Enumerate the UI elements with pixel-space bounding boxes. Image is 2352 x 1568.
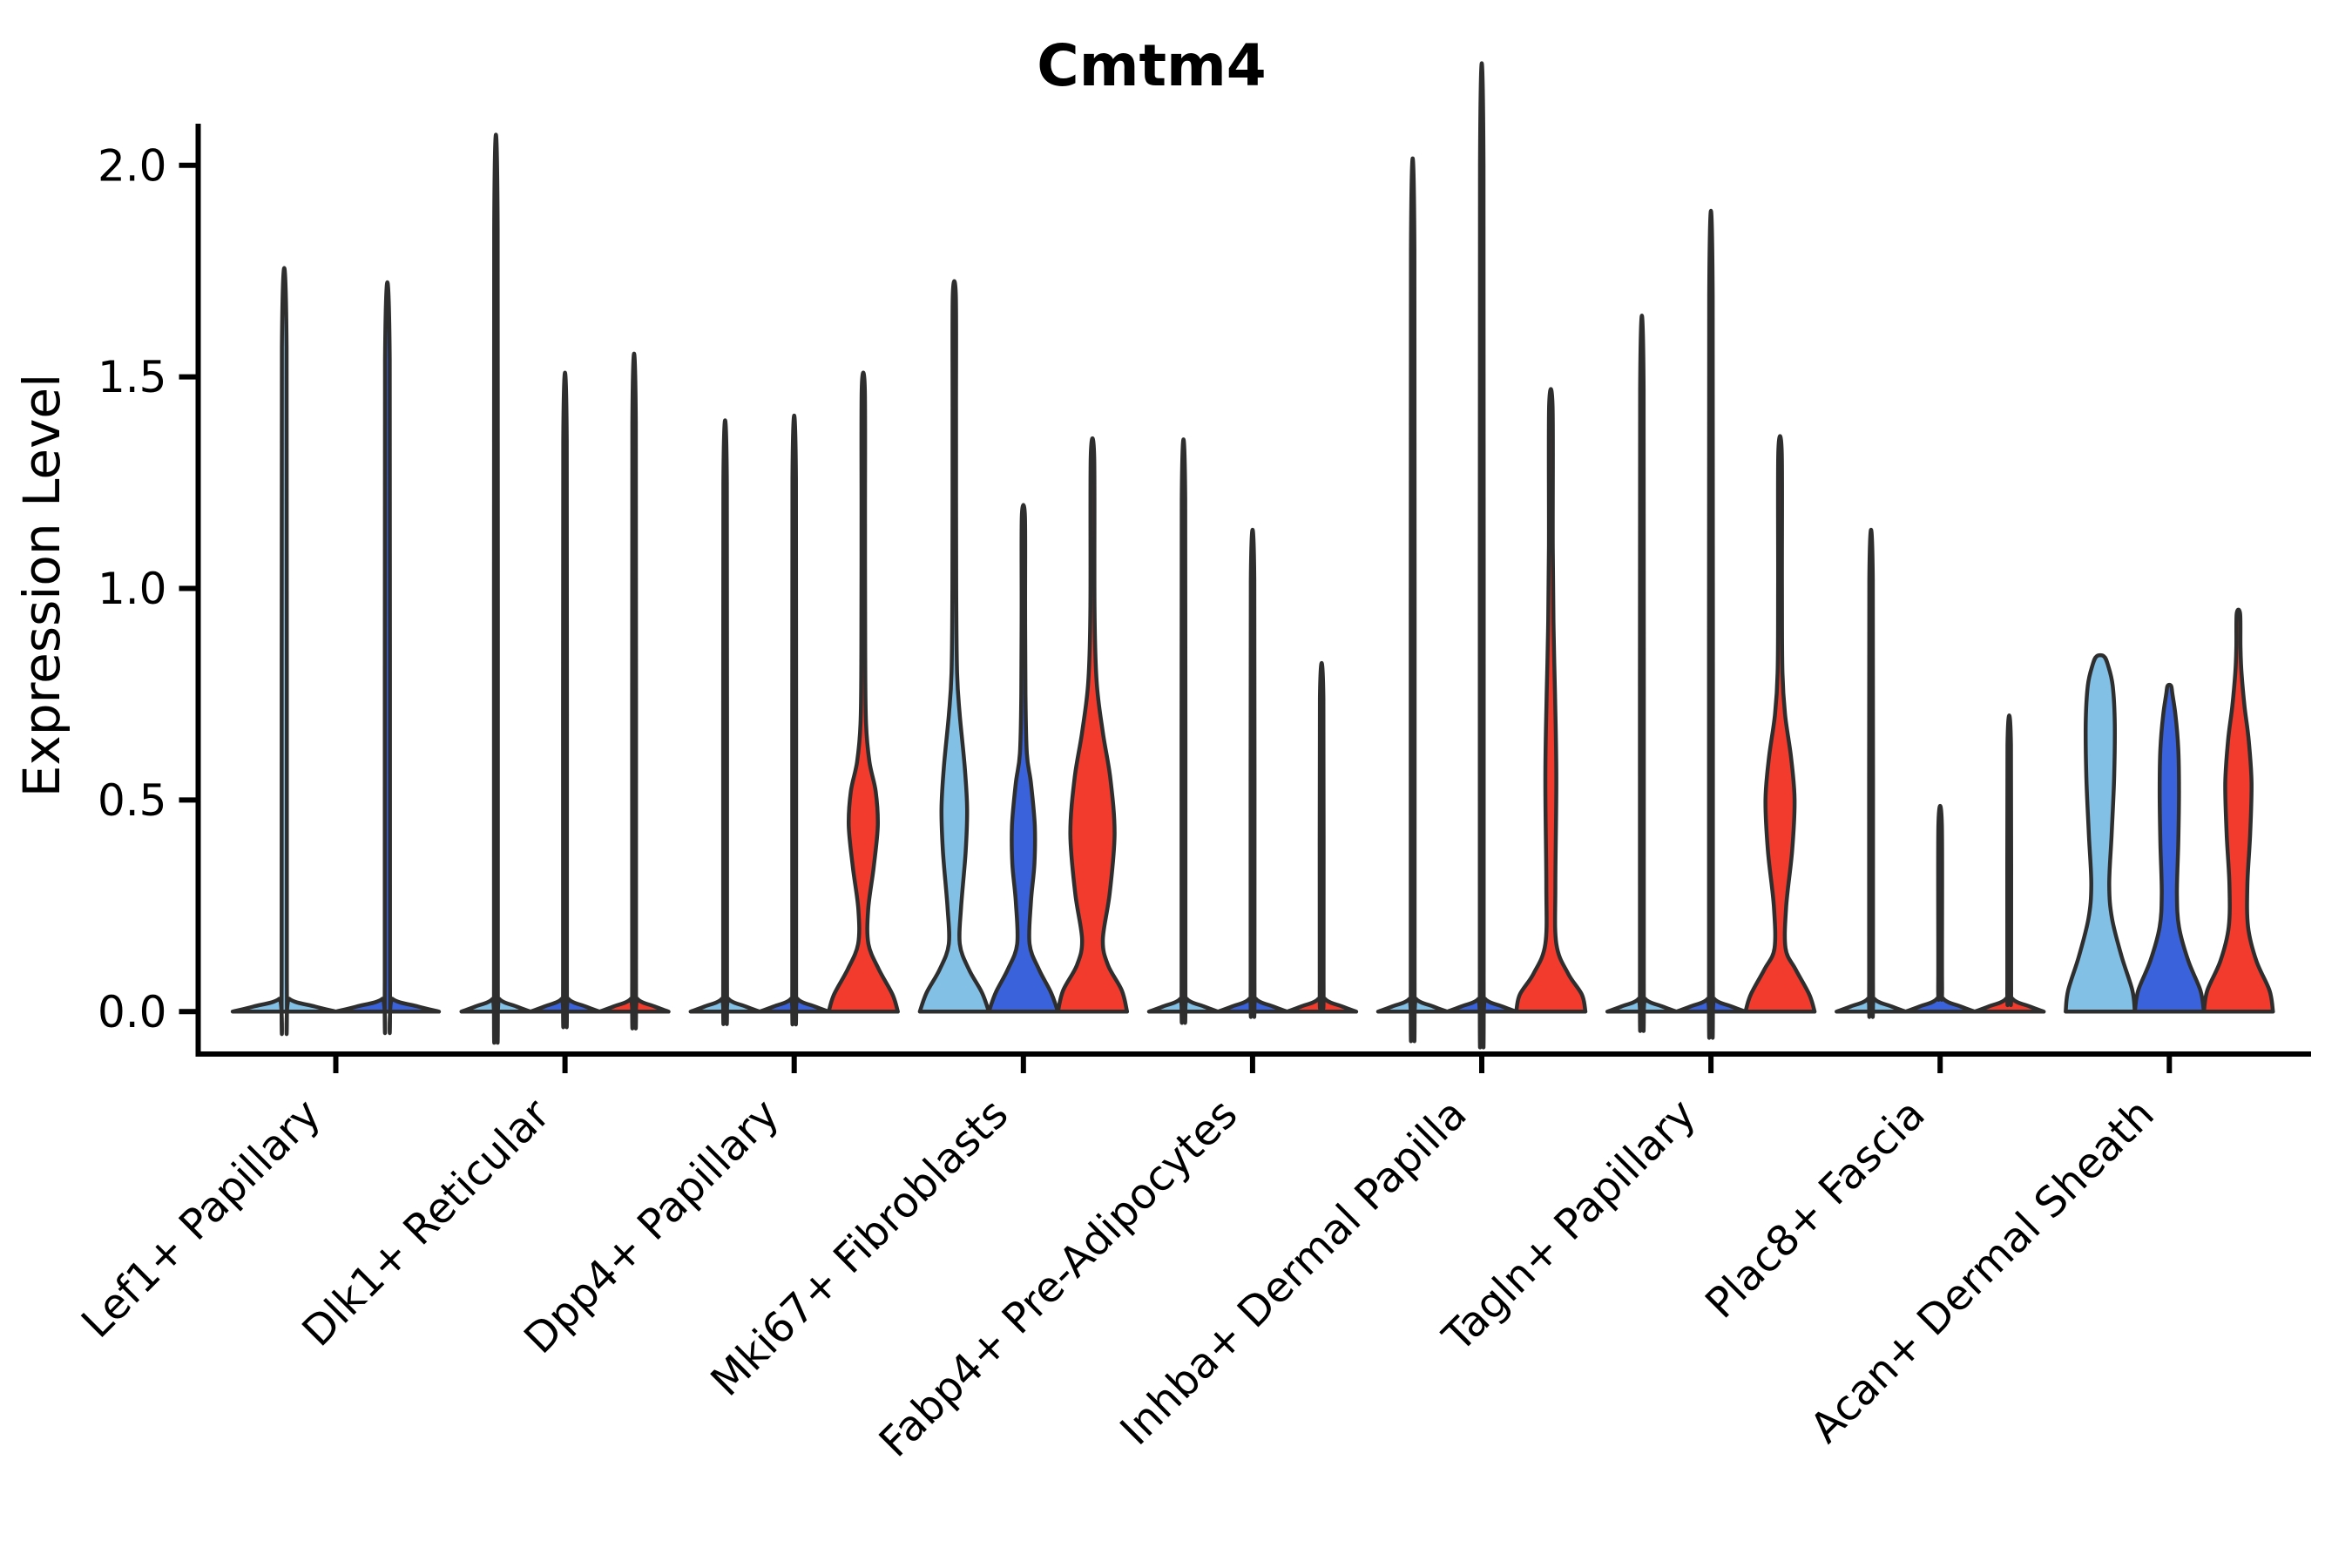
violin-3-2 xyxy=(757,413,831,1027)
violin-2-3 xyxy=(598,352,671,1031)
violin-2-2 xyxy=(528,370,602,1030)
chart-title: Cmtm4 xyxy=(1037,32,1266,99)
violin-9-1 xyxy=(2064,652,2137,1014)
x-tick-label: Dlk1+ Reticular xyxy=(293,1090,559,1356)
violin-6-3 xyxy=(1514,387,1588,1014)
x-tick-label: Plac8+ Fascia xyxy=(1696,1090,1935,1328)
violin-3-3 xyxy=(827,370,900,1014)
violin-9-2 xyxy=(2132,682,2207,1014)
violin-5-3 xyxy=(1285,661,1359,1014)
violin-1-2 xyxy=(334,280,442,1036)
violin-9-3 xyxy=(2201,607,2275,1014)
violin-2-1 xyxy=(459,132,533,1045)
violin-4-2 xyxy=(986,503,1060,1014)
violin-5-1 xyxy=(1146,437,1220,1025)
violin-6-1 xyxy=(1375,157,1450,1044)
x-tick-label: Tagln+ Papillary xyxy=(1433,1090,1705,1362)
violin-4-3 xyxy=(1056,436,1130,1014)
violin-8-1 xyxy=(1835,528,1908,1019)
x-tick-label: Lef1+ Papillary xyxy=(72,1090,330,1348)
violin-7-1 xyxy=(1605,313,1679,1033)
violin-6-2 xyxy=(1445,61,1518,1050)
y-tick-label: 0.5 xyxy=(98,775,167,826)
y-tick-label: 2.0 xyxy=(98,140,167,191)
violin-5-2 xyxy=(1216,528,1289,1019)
y-tick-label: 1.5 xyxy=(98,352,167,402)
violin-7-3 xyxy=(1743,434,1817,1014)
violin-4-1 xyxy=(917,279,991,1014)
violin-8-2 xyxy=(1903,803,1977,1014)
x-tick-label: Dpp4+ Papillary xyxy=(515,1090,788,1363)
y-tick-label: 0.0 xyxy=(98,987,167,1037)
violin-7-2 xyxy=(1674,209,1748,1040)
y-axis-label: Expression Level xyxy=(12,374,71,797)
y-tick-label: 1.0 xyxy=(98,564,167,614)
violin-1-1 xyxy=(230,266,338,1037)
violin-8-3 xyxy=(1972,713,2046,1014)
violin-3-1 xyxy=(688,418,762,1026)
